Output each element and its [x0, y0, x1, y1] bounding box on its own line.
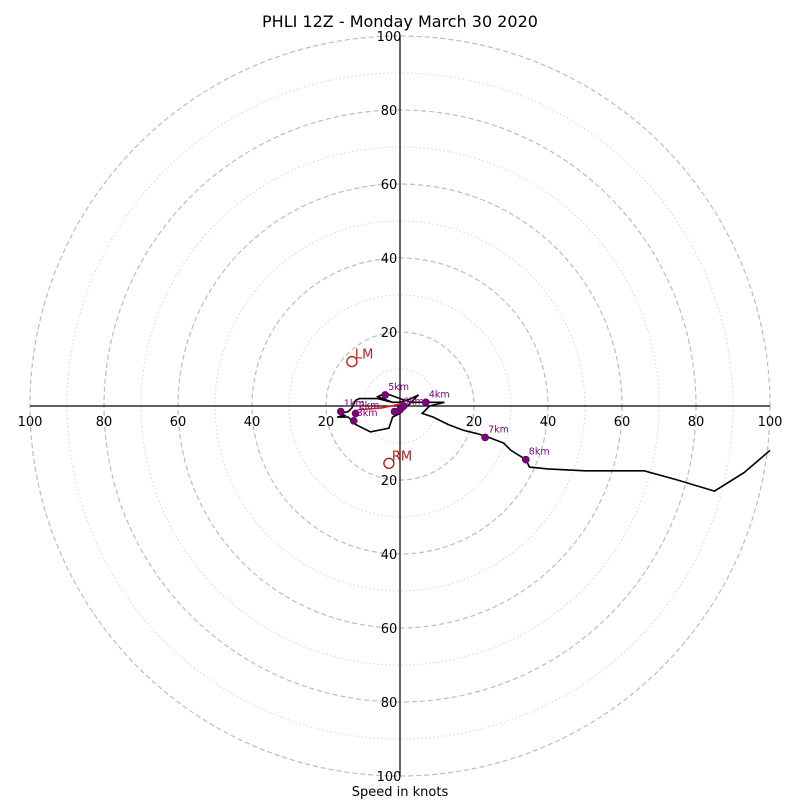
tick-label-right-60: 60: [614, 415, 631, 430]
chart-title: PHLI 12Z - Monday March 30 2020: [262, 12, 538, 31]
km-marker-label-1km: 1km: [344, 399, 365, 410]
km-marker-5km: [381, 391, 390, 399]
tick-label-bottom-100: 100: [377, 770, 402, 785]
lm-label: LM: [355, 348, 373, 363]
tick-label-left-40: 40: [244, 415, 261, 430]
tick-label-bottom-80: 80: [381, 696, 398, 711]
km-marker-label-6km: 6km: [403, 397, 424, 408]
tick-label-bottom-60: 60: [381, 622, 398, 637]
x-axis-label: Speed in knots: [352, 785, 449, 800]
km-marker-label-8km: 8km: [529, 447, 550, 458]
tick-label-top-100: 100: [377, 30, 402, 45]
lm-marker: [346, 355, 358, 368]
km-marker-4km: [422, 398, 430, 407]
km-marker-label-2km: 2km: [359, 400, 380, 411]
tick-label-right-40: 40: [540, 415, 557, 430]
tick-label-top-20: 20: [381, 326, 398, 341]
hodograph-trace: [336, 392, 771, 492]
tick-label-top-40: 40: [381, 252, 398, 267]
km-marker-label-7km: 7km: [488, 424, 509, 435]
km-marker-unlabeled-8: [390, 407, 399, 416]
km-marker-8km: [521, 455, 530, 464]
km-marker-label-5km: 5km: [388, 382, 409, 393]
tick-label-left-20: 20: [318, 415, 335, 430]
rm-marker: [383, 457, 395, 470]
km-marker-7km: [481, 433, 489, 442]
km-marker-label-4km: 4km: [429, 389, 450, 400]
hodograph-line: [336, 392, 771, 492]
tick-label-bottom-20: 20: [381, 474, 398, 489]
tick-label-left-100: 100: [18, 415, 43, 430]
tick-labels: 20 20 20 20 40 40 40 40 60 60 60 60 80 80 80 80 100 100 10…: [18, 30, 783, 785]
tick-label-right-100: 100: [758, 415, 783, 430]
tick-label-left-60: 60: [170, 415, 187, 430]
tick-label-bottom-40: 40: [381, 548, 398, 563]
km-marker-1km: [336, 407, 345, 416]
km-marker-unlabeled-9: [399, 402, 408, 410]
tick-label-right-20: 20: [466, 415, 483, 430]
tick-label-top-80: 80: [381, 104, 398, 119]
tick-label-left-80: 80: [96, 415, 113, 430]
tick-label-top-60: 60: [381, 178, 398, 193]
km-marker-label-3km: 3km: [357, 408, 378, 419]
tick-label-right-80: 80: [688, 415, 705, 430]
km-marker-3km: [349, 416, 358, 425]
storm-motion-markers: LM RM: [346, 348, 412, 470]
km-marker-2km: [351, 409, 360, 418]
rm-label: RM: [392, 449, 412, 464]
